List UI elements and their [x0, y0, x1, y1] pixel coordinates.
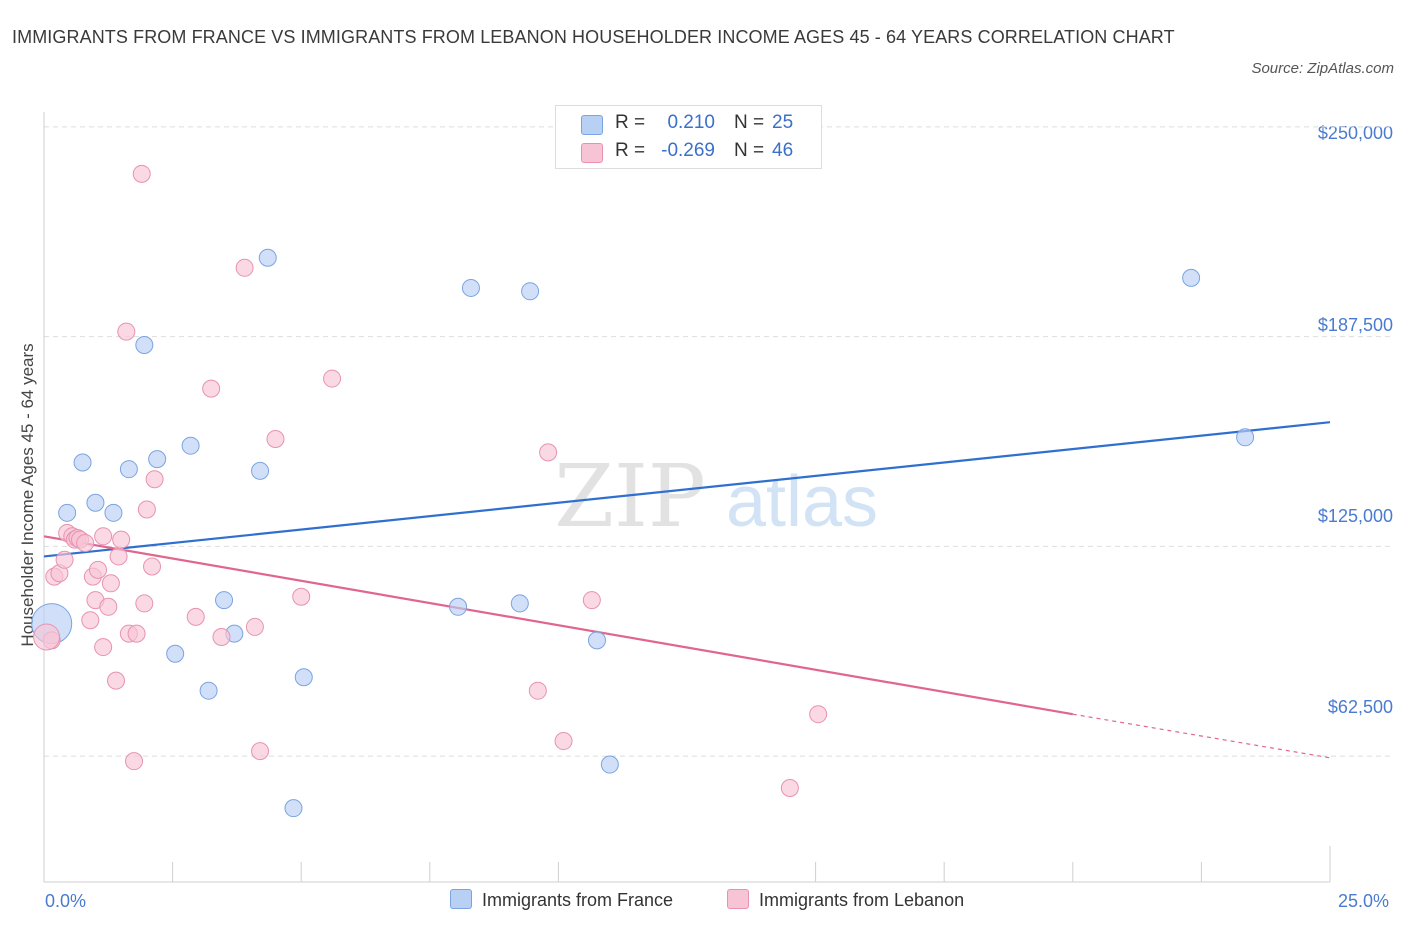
bottom-legend-label-france: Immigrants from France	[482, 890, 674, 910]
france-point	[1182, 268, 1201, 287]
france-point	[1236, 428, 1255, 447]
y-tick-label-250000: $250,000	[1317, 123, 1393, 143]
france-point	[587, 631, 606, 650]
france-point	[86, 493, 105, 512]
france-point	[73, 453, 92, 472]
source-label: Source: ZipAtlas.com	[1251, 60, 1394, 77]
france-point	[251, 461, 270, 480]
lebanon-point	[809, 705, 828, 724]
watermark-zip: ZIP	[554, 447, 706, 547]
lebanon-trend-extension	[1072, 713, 1331, 759]
lebanon-point	[554, 732, 573, 751]
france-point	[135, 336, 154, 355]
bottom-legend-france: Immigrants from France	[450, 889, 673, 911]
france-point	[58, 503, 77, 522]
france-point	[510, 594, 529, 613]
lebanon-point	[94, 638, 113, 657]
lebanon-point	[212, 627, 231, 646]
correlation-legend: R = 0.210 N = 25 R = -0.269 N = 46	[555, 105, 822, 169]
lebanon-point	[202, 379, 221, 398]
legend-n-value-lebanon: 46	[772, 140, 794, 161]
lebanon-trend-line	[43, 535, 1073, 716]
legend-n-label: N =	[734, 140, 765, 161]
france-point	[166, 644, 185, 663]
france-point	[600, 755, 619, 774]
lebanon-point	[235, 258, 254, 277]
lebanon-point	[117, 322, 136, 341]
france-point	[284, 799, 303, 818]
lebanon-point	[245, 617, 264, 636]
bottom-legend-lebanon: Immigrants from Lebanon	[727, 889, 964, 911]
lebanon-point	[135, 594, 154, 613]
lebanon-point	[99, 597, 118, 616]
lebanon-point	[145, 470, 164, 489]
lebanon-point	[266, 429, 285, 448]
bottom-legend-swatch-france	[450, 889, 472, 909]
france-point	[119, 460, 138, 479]
x-tick-label-max: 25.0%	[1338, 891, 1390, 911]
france-point	[199, 681, 218, 700]
france-trend-line	[43, 421, 1331, 558]
legend-swatch-france	[581, 115, 603, 135]
france-point	[521, 282, 540, 301]
france-point	[148, 450, 167, 469]
lebanon-point	[137, 500, 156, 519]
lebanon-point	[127, 624, 146, 643]
france-point	[104, 503, 123, 522]
lebanon-point	[112, 530, 131, 549]
legend-r-value-france: 0.210	[667, 112, 715, 133]
france-point	[258, 248, 277, 267]
lebanon-point	[132, 164, 151, 183]
lebanon-point	[94, 527, 113, 546]
france-point	[215, 591, 234, 610]
lebanon-point	[582, 591, 601, 610]
watermark-atlas: atlas	[726, 462, 878, 542]
legend-swatch-lebanon	[581, 143, 603, 163]
lebanon-point	[528, 681, 547, 700]
lebanon-point	[101, 574, 120, 593]
x-tick-label-min: 0.0%	[45, 891, 87, 911]
lebanon-point	[539, 443, 558, 462]
lebanon-point	[143, 557, 162, 576]
legend-n-label: N =	[734, 112, 765, 133]
lebanon-point	[109, 547, 128, 566]
legend-r-value-lebanon: -0.269	[661, 140, 715, 161]
lebanon-point	[76, 534, 95, 553]
legend-r-label: R =	[615, 140, 646, 161]
legend-r-label: R =	[615, 112, 646, 133]
lebanon-point	[292, 587, 311, 606]
france-point	[461, 278, 480, 297]
lebanon-point	[107, 671, 126, 690]
france-point	[181, 436, 200, 455]
france-point	[294, 668, 313, 687]
france-point	[449, 597, 468, 616]
lebanon-point	[251, 742, 270, 761]
lebanon-point	[323, 369, 342, 388]
bottom-legend-swatch-lebanon	[727, 889, 749, 909]
lebanon-point	[55, 550, 74, 569]
y-tick-label-125000: $125,000	[1317, 506, 1393, 526]
y-tick-label-62500: $62,500	[1327, 697, 1393, 717]
lebanon-point	[125, 752, 144, 771]
bottom-legend-label-lebanon: Immigrants from Lebanon	[759, 890, 965, 910]
lebanon-point	[33, 623, 61, 651]
lebanon-point	[186, 607, 205, 626]
legend-n-value-france: 25	[772, 112, 794, 133]
lebanon-point	[780, 779, 799, 798]
y-tick-label-187500: $187,500	[1317, 315, 1393, 335]
chart-title: IMMIGRANTS FROM FRANCE VS IMMIGRANTS FRO…	[12, 27, 1175, 47]
lebanon-point	[89, 560, 108, 579]
lebanon-point	[81, 611, 100, 630]
